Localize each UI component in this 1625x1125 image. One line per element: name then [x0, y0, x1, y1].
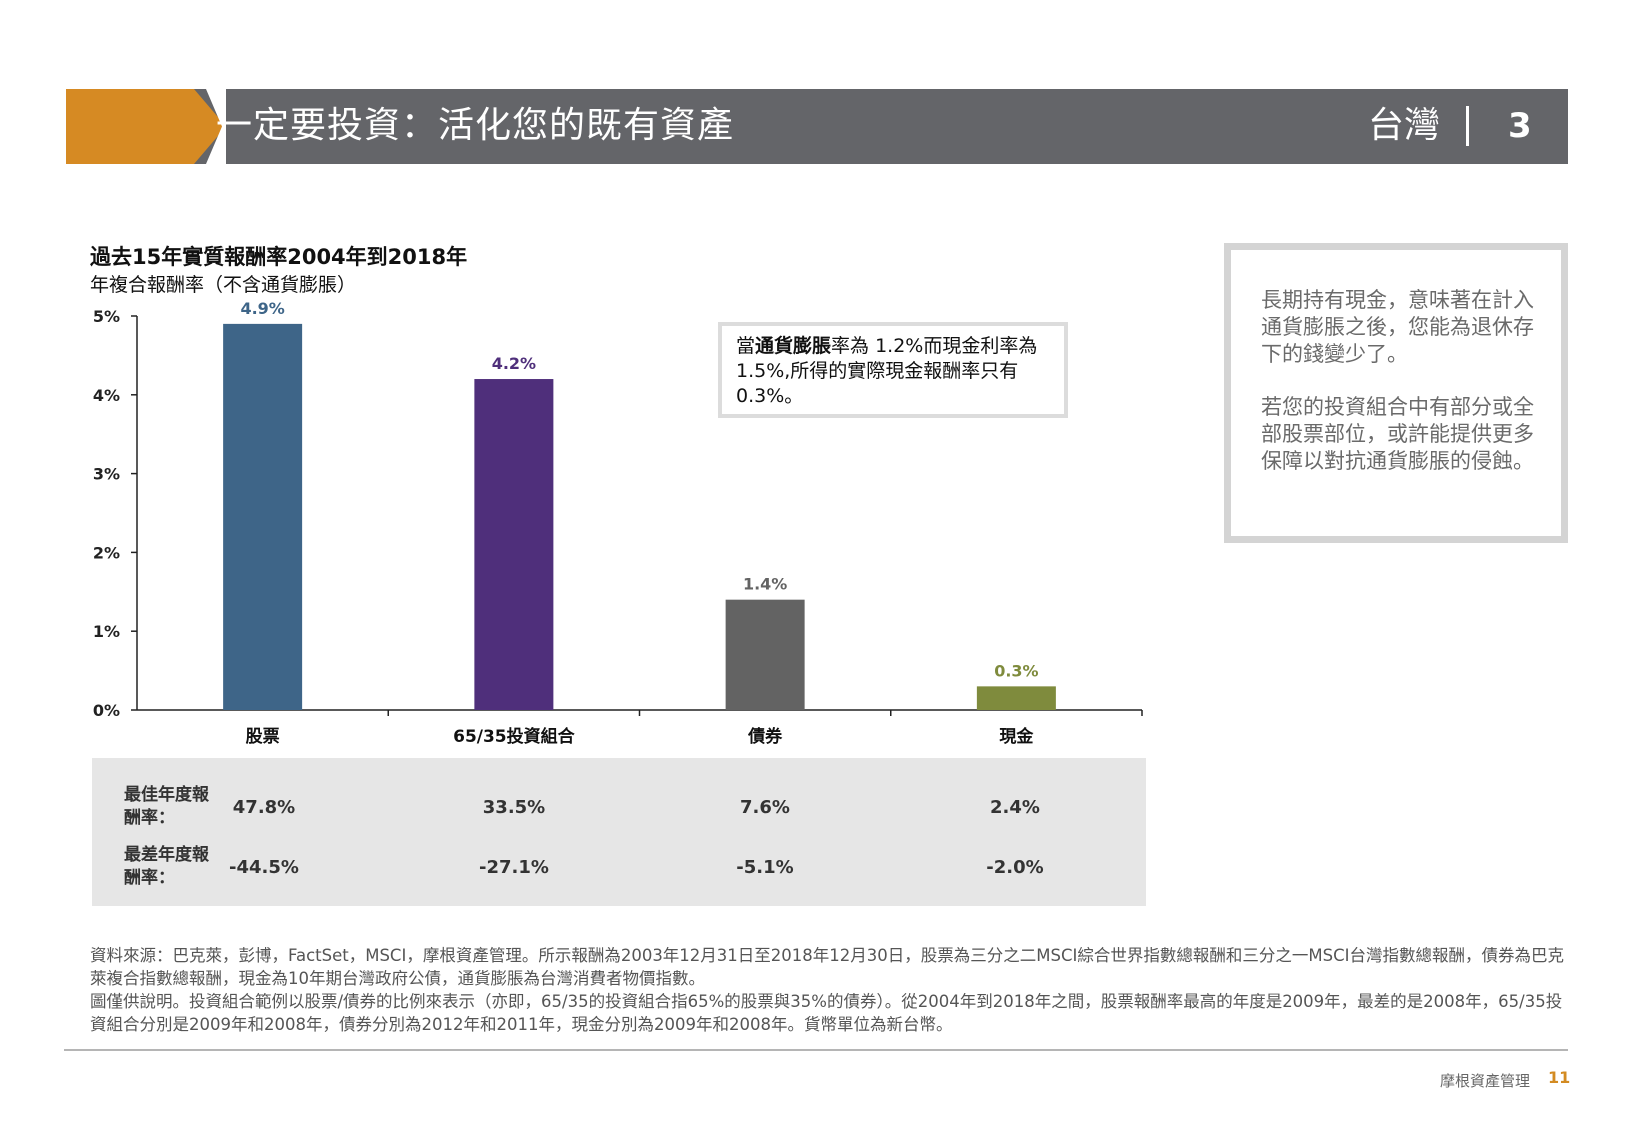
footer-brand: 摩根資產管理 — [1440, 1072, 1531, 1090]
x-tick-label: 債券 — [747, 726, 783, 747]
header-divider — [1466, 106, 1469, 146]
chart-title: 過去15年實質報酬率2004年到2018年 — [90, 245, 468, 269]
y-tick-label: 3% — [93, 465, 120, 484]
side-note-paragraph-1: 長期持有現金，意味著在計入通貨膨脹之後，您能為退休存下的錢變少了。 — [1261, 288, 1534, 366]
y-tick-label: 0% — [93, 701, 120, 720]
bar — [725, 599, 805, 710]
data-label: 4.9% — [240, 299, 284, 318]
worst-value-portfolio: -27.1% — [479, 857, 549, 878]
data-label: 1.4% — [743, 575, 787, 594]
worst-year-label: 最差年度報酬率： — [124, 845, 209, 888]
header-chevron-icon — [66, 89, 226, 164]
data-label: 4.2% — [492, 354, 536, 373]
x-tick-label: 65/35投資組合 — [453, 726, 576, 747]
footer-page-number: 11 — [1548, 1068, 1571, 1087]
footnote-source: 資料來源：巴克萊，彭博，FactSet，MSCI，摩根資產管理。所示報酬為200… — [90, 946, 1564, 988]
best-value-bonds: 7.6% — [740, 797, 790, 818]
x-tick-label: 股票 — [246, 727, 280, 747]
best-value-cash: 2.4% — [990, 797, 1040, 818]
annotation-bold: 通貨膨脹 — [755, 335, 832, 357]
annotation-text-2: 率為 1.2%而現金利率為1.5%,所得的實際現金報酬率只有0.3%。 — [736, 335, 1038, 407]
y-tick-label: 1% — [93, 622, 120, 641]
x-tick-label: 現金 — [999, 726, 1034, 747]
data-label: 0.3% — [994, 661, 1038, 680]
annotation-text-1: 當 — [736, 335, 756, 357]
header-country: 台灣 — [1368, 105, 1441, 146]
worst-value-bonds: -5.1% — [736, 857, 794, 878]
side-note-paragraph-2: 若您的投資組合中有部分或全部股票部位，或許能提供更多保障以對抗通貨膨脹的侵蝕。 — [1261, 395, 1534, 473]
y-tick-label: 4% — [93, 386, 120, 405]
header-bar — [160, 89, 1568, 164]
page-title: 一定要投資：活化您的既有資產 — [216, 105, 735, 146]
best-value-portfolio: 33.5% — [482, 797, 546, 818]
inflation-annotation: 當通貨膨脹率為 1.2%而現金利率為1.5%,所得的實際現金報酬率只有0.3%。 — [718, 322, 1068, 418]
worst-value-cash: -2.0% — [986, 857, 1044, 878]
footnote: 資料來源：巴克萊，彭博，FactSet，MSCI，摩根資產管理。所示報酬為200… — [90, 944, 1570, 1036]
best-year-label: 最佳年度報酬率： — [124, 785, 209, 828]
bar-chart: 0% 1% 2% 3% 4% 5% 4.9% 股票 4.2% 65/35投資組合 1.4% 債券 0.3… — [93, 299, 1143, 747]
y-tick-label: 2% — [93, 543, 120, 562]
header-page-number: 3 — [1508, 106, 1532, 146]
stats-table: 最佳年度報酬率： 最差年度報酬率： 47.8% 33.5% 7.6% 2.4% … — [92, 758, 1146, 906]
footnote-disclaimer: 圖僅供說明。投資組合範例以股票/債券的比例來表示（亦即，65/35的投資組合指6… — [90, 992, 1563, 1034]
y-tick-label: 5% — [93, 307, 120, 326]
chart-subtitle: 年複合報酬率（不含通貨膨脹） — [90, 274, 357, 296]
bar — [976, 686, 1056, 710]
footer-divider — [64, 1049, 1568, 1051]
worst-value-stocks: -44.5% — [229, 857, 299, 878]
bar — [474, 379, 554, 710]
bar — [223, 323, 303, 710]
side-note: 長期持有現金，意味著在計入通貨膨脹之後，您能為退休存下的錢變少了。 若您的投資組… — [1224, 243, 1568, 543]
best-value-stocks: 47.8% — [232, 797, 296, 818]
